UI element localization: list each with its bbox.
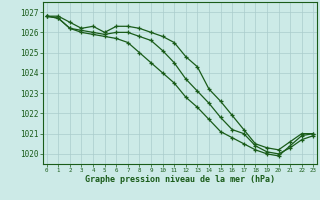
X-axis label: Graphe pression niveau de la mer (hPa): Graphe pression niveau de la mer (hPa) [85,175,275,184]
